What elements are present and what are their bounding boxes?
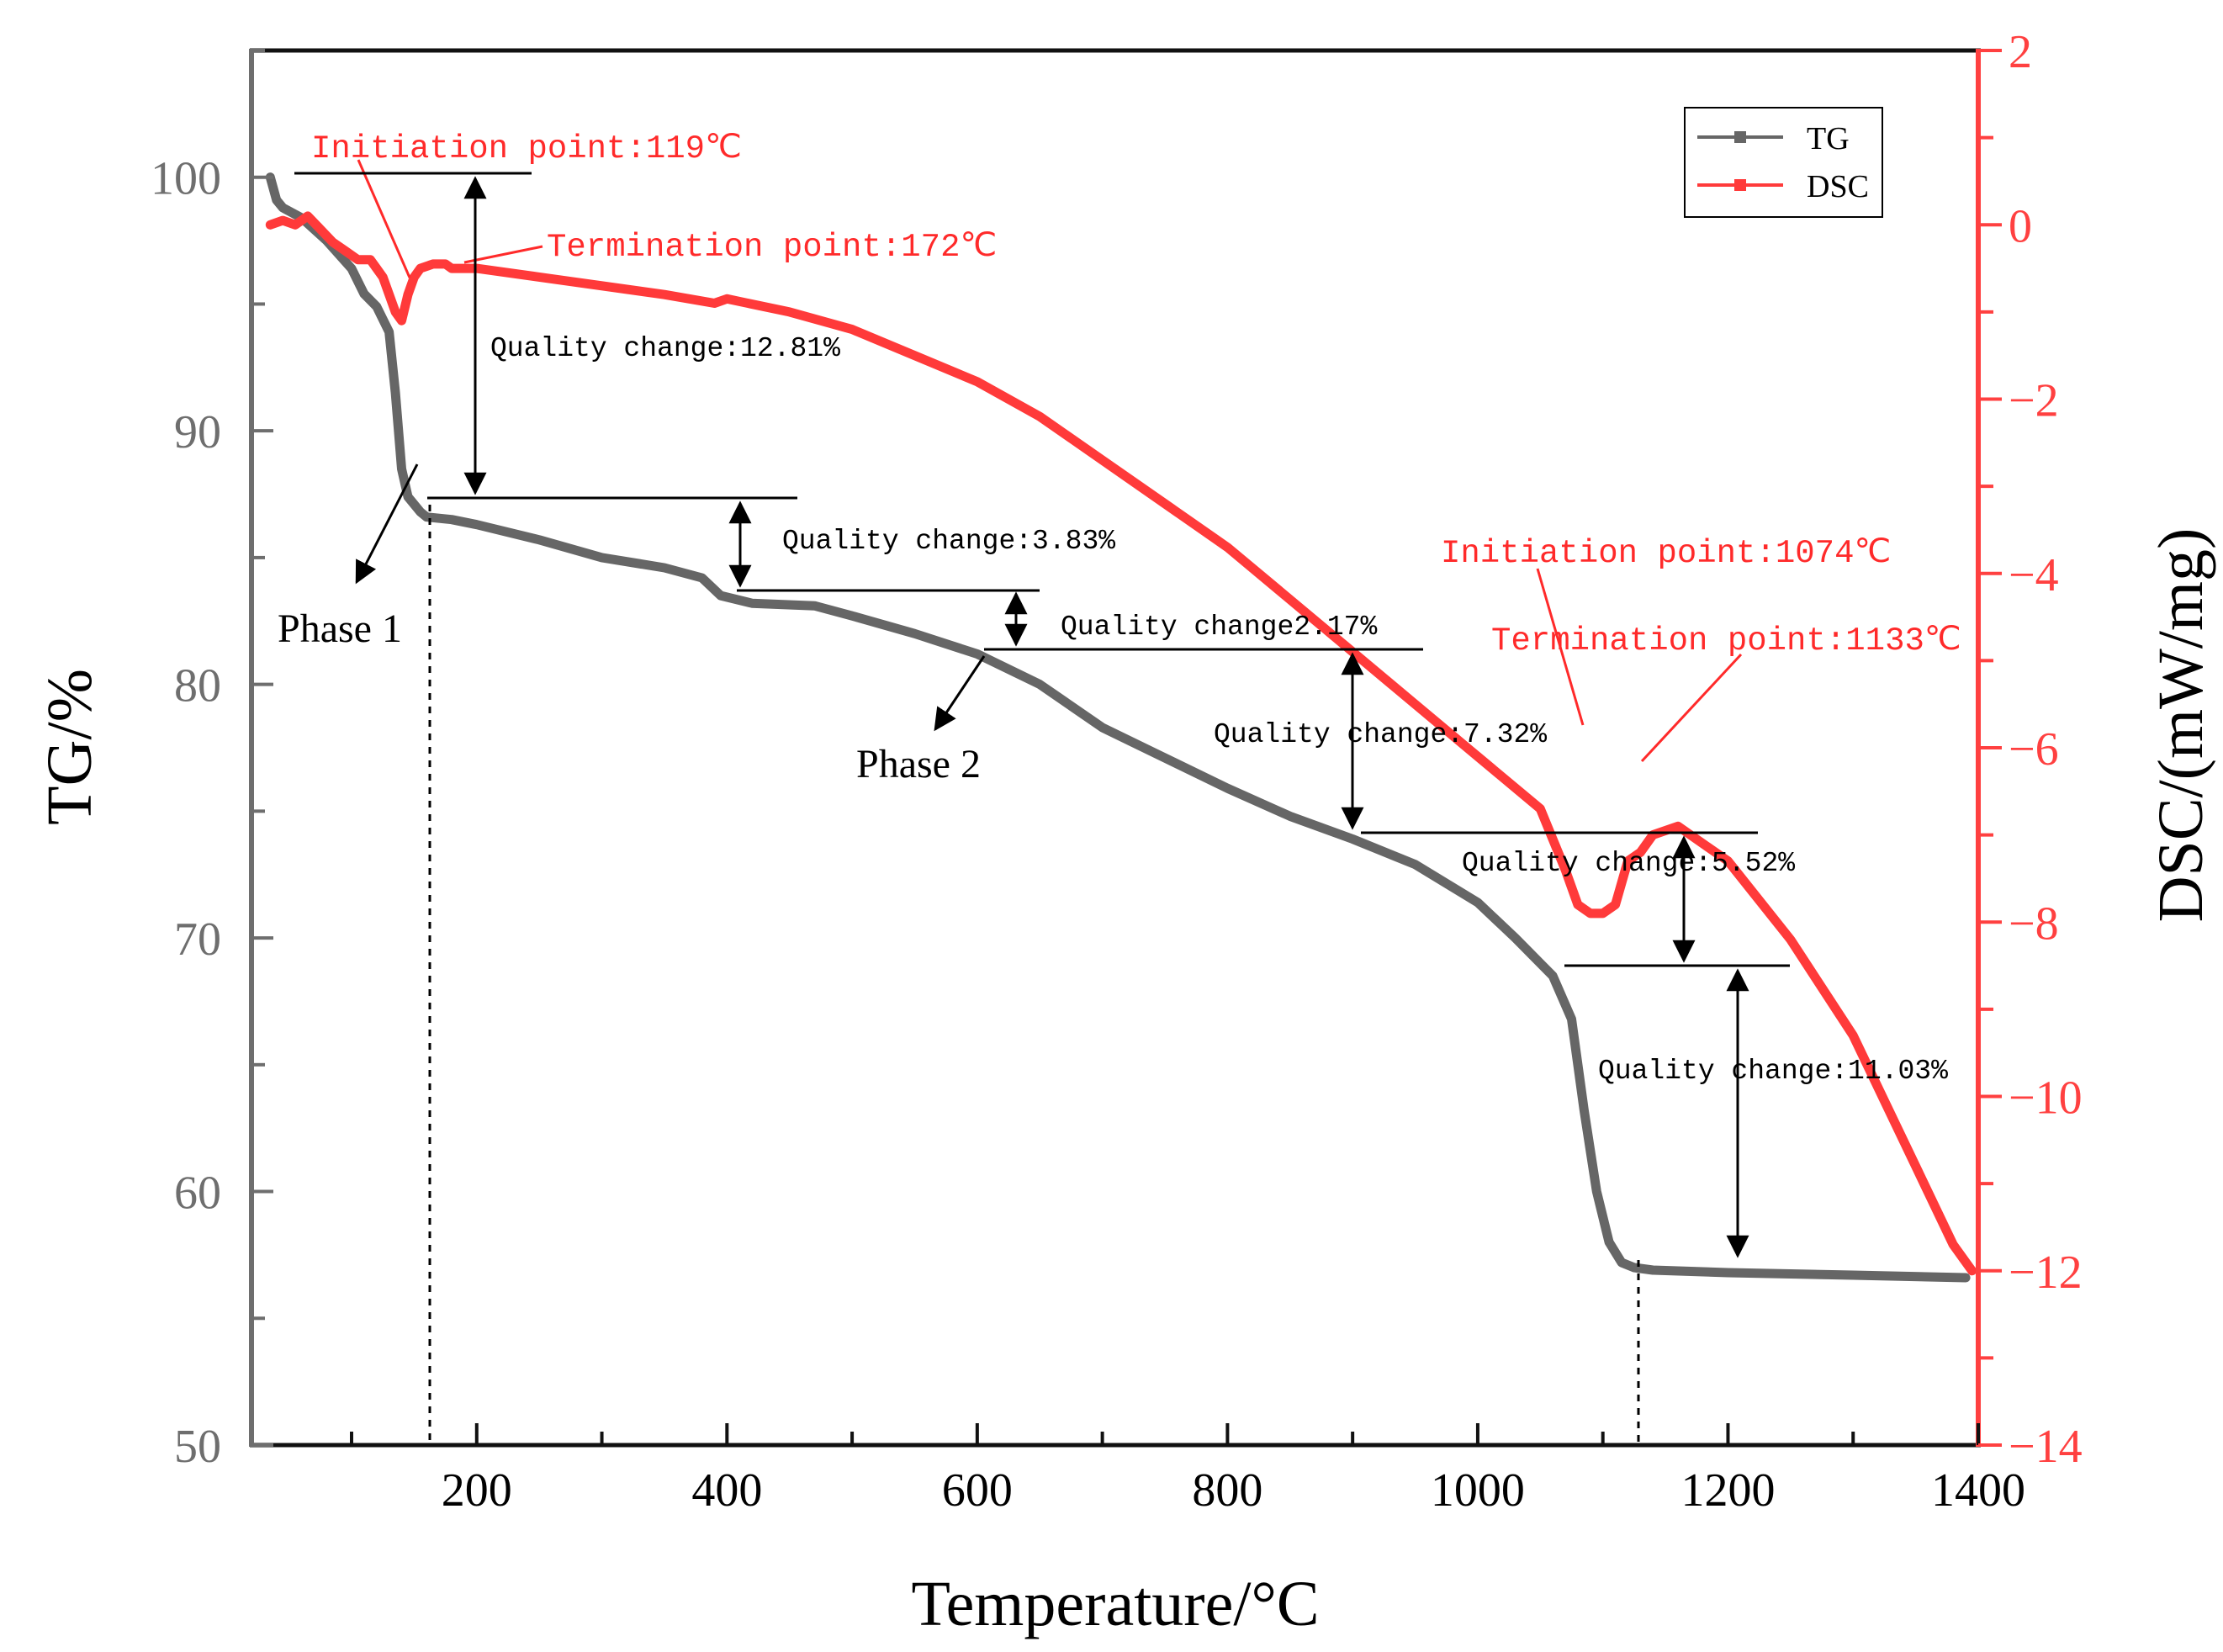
dsc-initiation-1-label: Initiation point:119℃ (311, 130, 742, 167)
phase1-arrow (355, 463, 419, 585)
y-left-tick-label: 80 (174, 660, 221, 712)
y-left-tick-label: 90 (174, 406, 221, 458)
qc3-label: Quality change2.17% (1061, 612, 1377, 643)
y-right-tick-label: −10 (2009, 1072, 2083, 1125)
series-layer (265, 172, 1977, 1283)
dsc-initiation-1-leader (357, 159, 411, 278)
x-tick-label: 1200 (1680, 1464, 1775, 1517)
phase2-label: Phase 2 (856, 742, 981, 786)
dsc-termination-2-leader (1640, 653, 1743, 763)
x-axis-title: Temperature/°C (911, 1569, 1319, 1639)
qc1-label: Quality change:12.81% (490, 333, 840, 364)
legend-box (1684, 107, 1883, 218)
x-tick-label: 400 (691, 1464, 762, 1517)
legend-tg-label: TG (1807, 121, 1850, 156)
tg-step-annotations: Quality change:12.81% Quality change:3.8… (278, 172, 1948, 1442)
y-right-tick-label: −4 (2009, 549, 2059, 601)
series-tg-line (265, 172, 1971, 1283)
qc4-label: Quality change:7.32% (1214, 719, 1547, 750)
qc5-label: Quality change:5.52% (1462, 848, 1795, 879)
x-tick-label: 600 (942, 1464, 1013, 1517)
y-right-tick-label: −2 (2009, 375, 2059, 427)
x-tick-label: 1400 (1931, 1464, 2025, 1517)
x-tick-label: 1000 (1431, 1464, 1525, 1517)
y-right-tick-label: −12 (2009, 1247, 2083, 1299)
dsc-termination-1-label: Termination point:172℃ (547, 229, 997, 266)
legend-dsc-marker (1734, 179, 1746, 191)
dsc-initiation-2-label: Initiation point:1074℃ (1441, 535, 1891, 572)
qc6-label: Quality change:11.03% (1598, 1056, 1948, 1087)
dsc-annotations: Initiation point:119℃ Termination point:… (311, 130, 1961, 763)
legend-tg-marker (1734, 131, 1746, 143)
y-axis-left-title: TG/% (34, 669, 105, 825)
x-tick-label: 800 (1192, 1464, 1262, 1517)
dsc-initiation-2-leader (1536, 568, 1585, 726)
dsc-termination-2-label: Termination point:1133℃ (1491, 622, 1961, 659)
y-left-tick-label: 100 (151, 153, 221, 205)
ticks-layer: 200 400 600 800 1000 1200 1400 50 60 70 80 90 100 2 0 −… (151, 26, 2083, 1517)
y-right-tick-label: 2 (2009, 26, 2032, 78)
series-dsc-line (265, 211, 1977, 1276)
y-right-tick-label: −6 (2009, 723, 2059, 776)
phase2-arrow (934, 655, 986, 732)
y-axis-right-title: DSC/(mW/mg) (2146, 528, 2216, 923)
x-tick-label: 200 (442, 1464, 512, 1517)
phase1-label: Phase 1 (278, 606, 402, 651)
y-right-tick-label: 0 (2009, 200, 2032, 252)
y-left-tick-label: 50 (174, 1421, 221, 1473)
legend: TG DSC (1684, 107, 1883, 218)
y-right-tick-label: −8 (2009, 897, 2059, 950)
y-left-tick-label: 70 (174, 913, 221, 966)
legend-dsc-label: DSC (1807, 169, 1869, 204)
y-left-tick-label: 60 (174, 1168, 221, 1220)
qc2-label: Quality change:3.83% (782, 526, 1115, 557)
y-right-tick-label: −14 (2009, 1421, 2083, 1473)
